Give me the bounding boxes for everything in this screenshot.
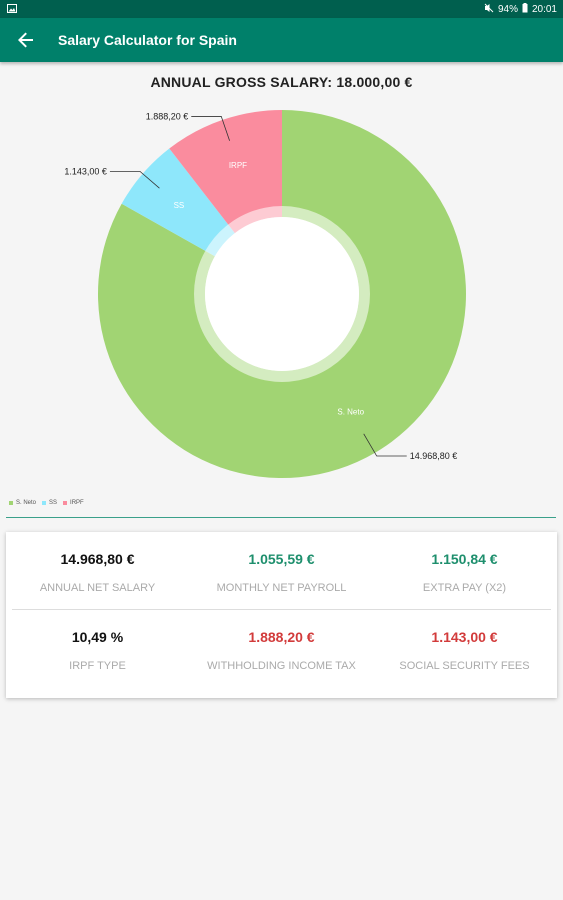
arrow-back-icon [18,32,33,48]
legend-item-ss: SS [42,500,57,506]
legend-swatch [63,501,68,505]
monthly-net-payroll-cell: 1.055,59 € MONTHLY NET PAYROLL [190,551,373,596]
app-title: Salary Calculator for Spain [58,32,237,48]
value-label-ss: 1.143,00 € [64,166,107,176]
social-security-fees-value: 1.143,00 € [431,629,498,645]
irpf-type-cell: 10,49 % IRPF TYPE [6,629,189,674]
annual-net-salary-cell: 14.968,80 € ANNUAL NET SALARY [6,551,189,596]
withholding-income-tax-label: WITHHOLDING INCOME TAX [207,660,356,672]
clock: 20:01 [531,4,557,15]
slice-label-s-neto: S. Neto [337,408,364,417]
mute-icon [484,3,494,16]
gallery-notification-icon [7,4,17,16]
battery-icon [522,3,528,16]
legend-swatch [42,501,47,505]
donut-hole [205,217,359,371]
pie-slice-irpf[interactable] [169,110,282,234]
salary-donut-chart[interactable]: S. Neto 14.968,80 € SS 1.143,00 € IRPF 1.888,… [0,95,563,495]
legend-label: S. Neto [16,500,37,506]
annual-net-salary-value: 14.968,80 € [60,551,135,567]
legend-item-s-neto: S. Neto [9,500,36,506]
annual-net-salary-label: ANNUAL NET SALARY [39,582,156,594]
results-card: 14.968,80 € ANNUAL NET SALARY 1.055,59 €… [6,532,557,698]
slice-label-ss: SS [174,201,185,210]
irpf-type-value: 10,49 % [71,629,124,645]
irpf-type-label: IRPF TYPE [69,660,126,672]
battery-percent: 94% [497,4,518,15]
chart-legend: S. Neto SS IRPF [9,500,84,506]
slice-label-irpf: IRPF [229,161,247,170]
legend-item-irpf: IRPF [63,500,84,506]
leader-line-irpf [191,116,230,141]
withholding-income-tax-value: 1.888,20 € [248,629,315,645]
legend-label: SS [49,500,58,506]
value-label-irpf: 1.888,20 € [146,111,189,121]
section-divider [6,517,556,518]
extra-pay-value: 1.150,84 € [431,551,498,567]
app-bar: Salary Calculator for Spain [0,18,563,62]
pie-slice-ss[interactable] [121,148,235,257]
legend-label: IRPF [70,500,84,506]
leader-line-ss [109,170,160,189]
monthly-net-payroll-label: MONTHLY NET PAYROLL [216,582,347,594]
monthly-net-payroll-value: 1.055,59 € [248,551,315,567]
back-button[interactable] [14,28,38,52]
legend-swatch [9,501,13,505]
annual-gross-salary: ANNUAL GROSS SALARY: 18.000,00 € [150,74,413,90]
social-security-fees-cell: 1.143,00 € SOCIAL SECURITY FEES [373,629,556,674]
leader-line-s-neto [363,433,407,457]
extra-pay-cell: 1.150,84 € EXTRA PAY (X2) [373,551,556,596]
withholding-income-tax-cell: 1.888,20 € WITHHOLDING INCOME TAX [190,629,373,674]
pie-slice-s-neto[interactable] [97,110,467,478]
row-divider [12,609,551,610]
social-security-fees-label: SOCIAL SECURITY FEES [399,660,530,672]
extra-pay-label: EXTRA PAY (X2) [422,582,507,594]
value-label-s-neto: 14.968,80 € [410,451,458,461]
status-bar: 94% 20:01 [0,0,563,18]
